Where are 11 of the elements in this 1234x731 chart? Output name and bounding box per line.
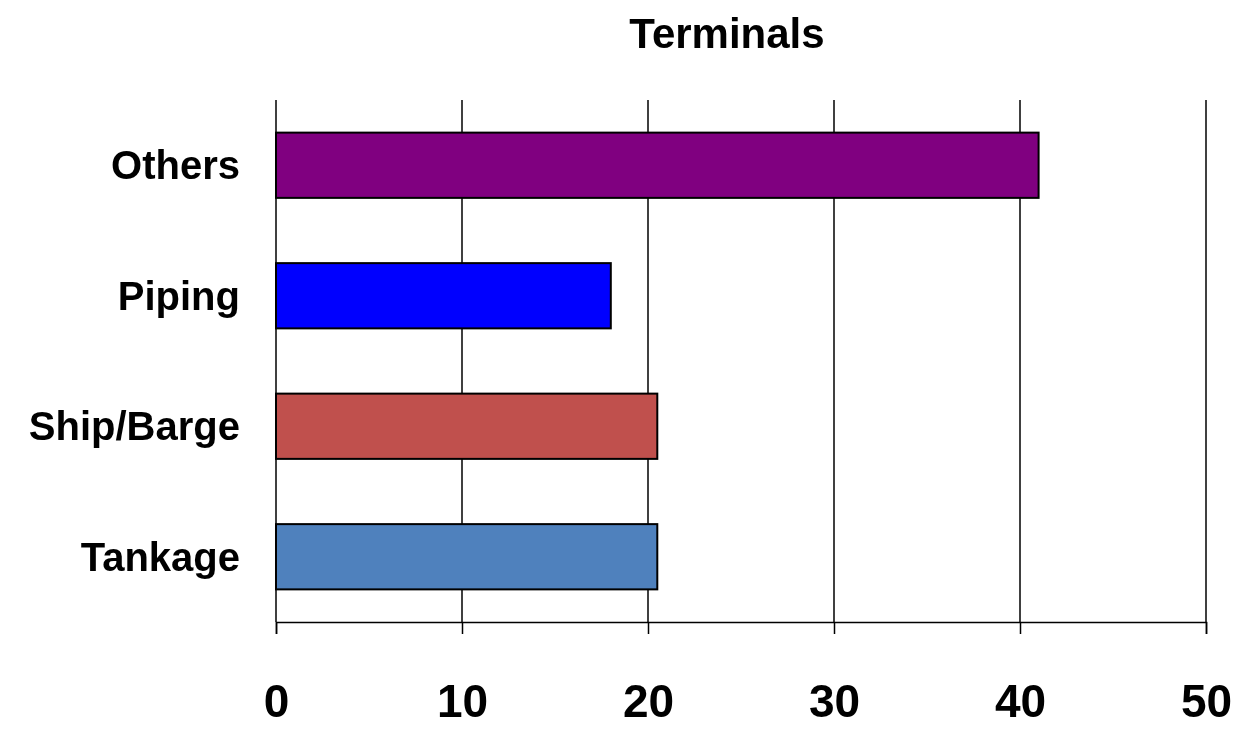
x-tick-label: 40 (994, 674, 1047, 727)
chart-title: Terminals (629, 10, 825, 57)
y-tick-label: Tankage (80, 534, 240, 579)
x-tick-label: 50 (1180, 674, 1233, 727)
y-tick-label: Ship/Barge (28, 404, 240, 449)
x-tick-label: 20 (622, 674, 675, 727)
y-tick-label: Piping (117, 273, 240, 318)
x-tick-label: 10 (436, 674, 489, 727)
x-tick-label: 0 (263, 674, 290, 727)
y-tick-label: Others (111, 143, 240, 188)
x-tick-label: 30 (808, 674, 861, 727)
